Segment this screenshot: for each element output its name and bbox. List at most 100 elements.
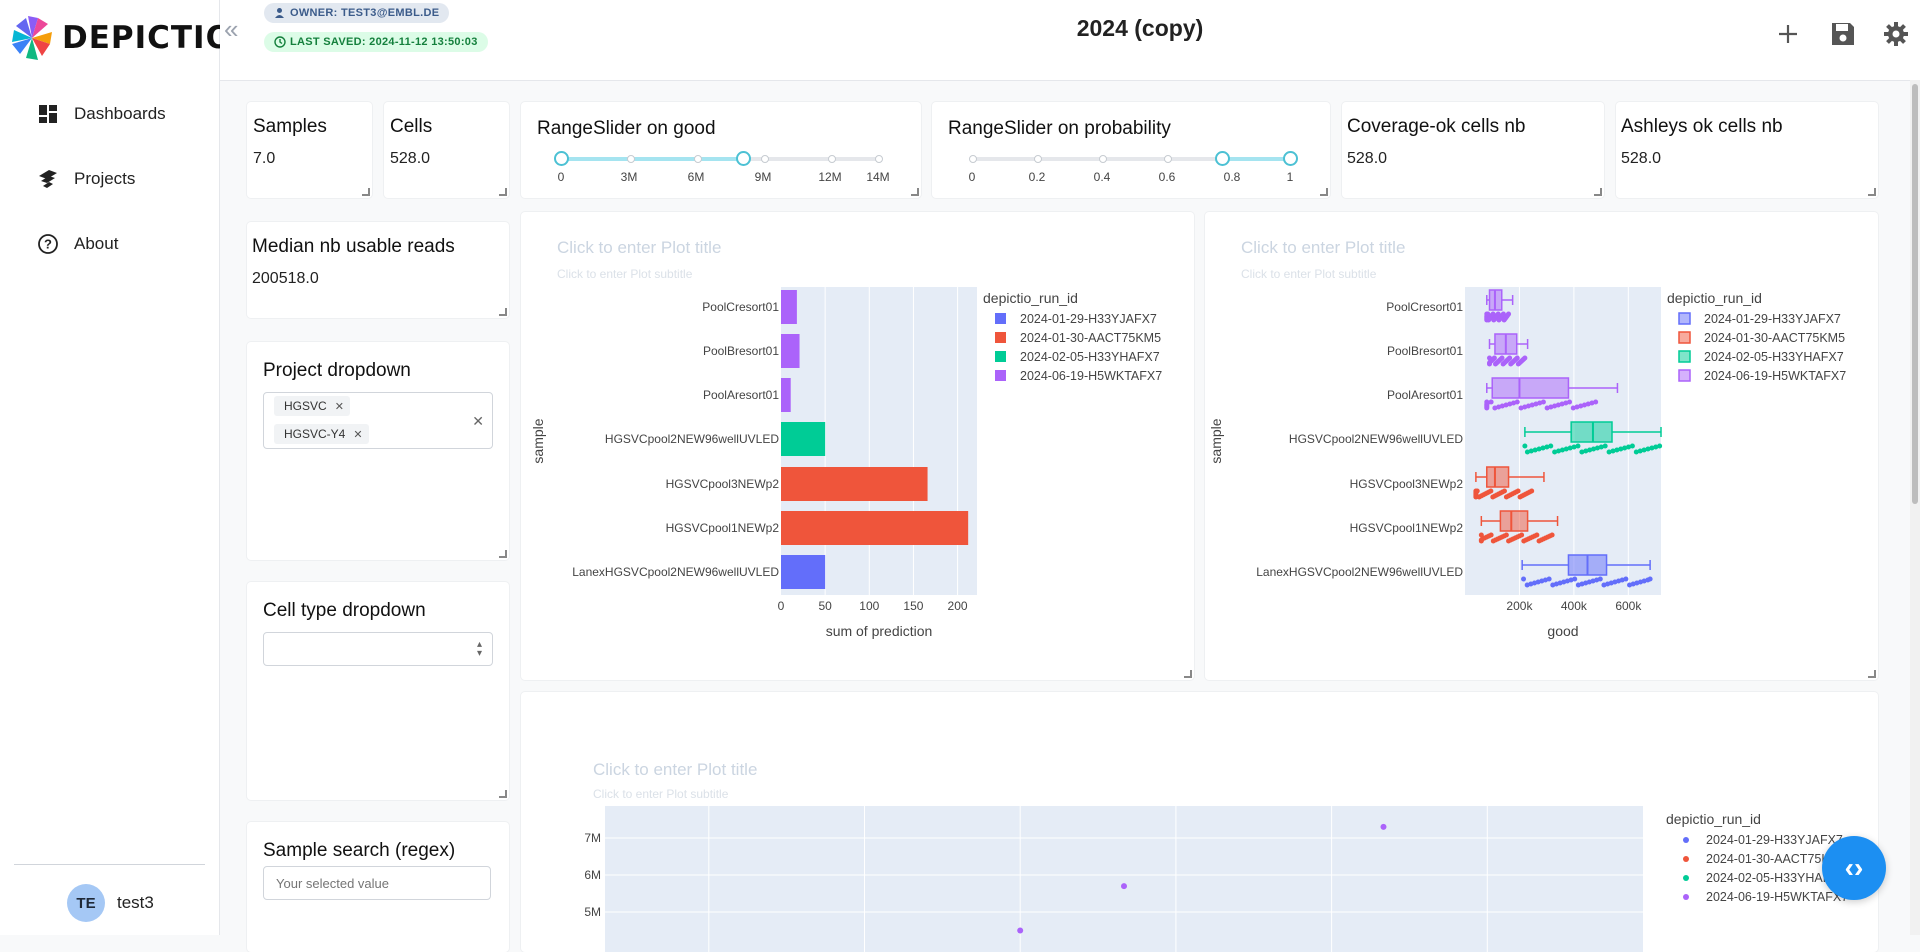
plot-subtitle-placeholder[interactable]: Click to enter Plot subtitle [593,787,729,801]
cell-type-select[interactable]: ▴ ▾ [263,632,493,666]
save-icon[interactable] [1827,18,1859,50]
resize-handle[interactable] [1320,188,1328,196]
plot-title-placeholder[interactable]: Click to enter Plot title [557,238,722,257]
resize-handle[interactable] [499,790,507,798]
range-slider-probability-card: RangeSlider on probability 0 0.2 0.4 0.6… [932,102,1330,198]
metric-value: 528.0 [1347,150,1388,167]
bar[interactable] [781,334,800,368]
slider-thumb-low[interactable] [1215,151,1230,166]
bar[interactable] [781,511,969,545]
sidebar-item-dashboards[interactable]: Dashboards [36,102,166,126]
bar[interactable] [781,422,826,456]
legend-entry[interactable]: 2024-02-05-H33YHAFX7 [1020,350,1160,364]
sample-search-input[interactable] [263,866,491,900]
metric-title: Coverage-ok cells nb [1347,116,1526,137]
legend-marker [1678,331,1691,344]
app-logo[interactable]: DEPICTIO [8,14,233,62]
legend-entry[interactable]: 2024-01-29-H33YJAFX7 [1706,833,1843,847]
slider-thumb-high[interactable] [1283,151,1298,166]
legend-marker [1683,875,1689,881]
resize-handle[interactable] [1594,188,1602,196]
sidebar: DEPICTIO Dashboards Projects ? About TE … [0,0,232,935]
slider-track[interactable] [972,157,1294,161]
legend-entry[interactable]: 2024-02-05-H33YHAFX7 [1706,871,1846,885]
x-tick-label: 200k [1506,599,1533,613]
box[interactable] [1475,466,1545,488]
plot-title-placeholder[interactable]: Click to enter Plot title [1241,238,1406,257]
legend-marker [1683,894,1689,900]
resize-handle[interactable] [1868,188,1876,196]
box[interactable] [1486,377,1619,399]
box-plot: PoolCresort01 PoolBresort01 PoolAresort01 H… [1208,287,1846,639]
scatter-point[interactable] [1380,823,1387,830]
control-title: Project dropdown [263,360,411,381]
metric-title: Samples [253,116,327,137]
slider-tick [627,155,635,163]
legend-entry[interactable]: 2024-01-29-H33YJAFX7 [1020,312,1157,326]
chip-remove-icon[interactable]: ✕ [334,400,344,413]
legend-entry[interactable]: 2024-02-05-H33YHAFX7 [1704,350,1844,364]
depictio-logo-icon [12,16,52,60]
bar[interactable] [781,290,797,324]
resize-handle[interactable] [1184,670,1192,678]
box[interactable] [1521,554,1651,576]
dashboard-title[interactable]: 2024 (copy) [1076,15,1204,41]
resize-handle[interactable] [499,550,507,558]
slider-label: 0.8 [1223,170,1241,184]
sidebar-item-projects[interactable]: Projects [36,167,135,191]
box[interactable] [1480,510,1559,532]
control-title: Sample search (regex) [263,840,456,861]
legend-entry[interactable]: 2024-06-19-H5WKTAFX7 [1704,369,1846,383]
slider-fill [561,157,744,161]
bar[interactable] [781,467,928,501]
project-multiselect[interactable]: HGSVC ✕ HGSVC-Y4 ✕ ✕ [263,392,493,449]
collapse-sidebar-icon[interactable]: « [224,14,239,44]
metric-value: 7.0 [253,150,276,167]
range-slider-good-card: RangeSlider on good 0 3M 6M 9M 12M 14M [521,102,921,198]
code-toggle-button[interactable]: ‹› [1822,836,1886,900]
plot-subtitle-placeholder[interactable]: Click to enter Plot subtitle [557,267,693,281]
sample-search-card: Sample search (regex) [247,822,509,952]
category-label: HGSVCpool1NEWp2 [1350,521,1464,535]
bar[interactable] [781,555,826,589]
add-icon[interactable] [1772,18,1804,50]
plot-title-placeholder[interactable]: Click to enter Plot title [593,760,758,779]
resize-handle[interactable] [362,188,370,196]
slider-thumb-low[interactable] [554,151,569,166]
legend-entry[interactable]: 2024-06-19-H5WKTAFX7 [1020,369,1162,383]
bar[interactable] [781,378,791,412]
scrollbar-thumb[interactable] [1912,84,1918,504]
scatter-point[interactable] [1017,927,1024,934]
settings-icon[interactable] [1880,18,1912,50]
clear-icon[interactable]: ✕ [472,413,484,429]
legend-entry[interactable]: 2024-06-19-H5WKTAFX7 [1706,890,1848,904]
chip-remove-icon[interactable]: ✕ [353,428,363,441]
resize-handle[interactable] [1868,670,1876,678]
sidebar-item-label: Projects [74,169,136,188]
jitter-points [1473,488,1535,500]
resize-handle[interactable] [499,308,507,316]
y-tick-label: 6M [584,868,601,882]
x-axis-label: sum of prediction [826,623,933,639]
legend-entry[interactable]: 2024-01-30-AACT75KM5 [1706,852,1847,866]
sidebar-item-about[interactable]: ? About [36,232,118,256]
category-label: LanexHGSVCpool2NEW96wellUVLED [1256,565,1463,579]
page-scrollbar[interactable] [1910,80,1920,935]
slider-thumb-high[interactable] [736,151,751,166]
box[interactable] [1524,421,1662,443]
box[interactable] [1486,289,1514,311]
legend-entry[interactable]: 2024-01-30-AACT75KM5 [1020,331,1161,345]
legend-entry[interactable]: 2024-01-30-AACT75KM5 [1704,331,1845,345]
legend-entry[interactable]: 2024-01-29-H33YJAFX7 [1704,312,1841,326]
control-title: Cell type dropdown [263,600,426,621]
resize-handle[interactable] [499,188,507,196]
resize-handle[interactable] [911,188,919,196]
slider-label: 12M [818,170,842,184]
slider-fill [1223,157,1291,161]
user-menu[interactable]: TE test3 [67,884,154,922]
legend-marker [995,332,1006,343]
scatter-point[interactable] [1121,883,1127,890]
category-label: HGSVCpool2NEW96wellUVLED [1289,432,1463,446]
plot-subtitle-placeholder[interactable]: Click to enter Plot subtitle [1241,267,1377,281]
box[interactable] [1488,333,1529,355]
